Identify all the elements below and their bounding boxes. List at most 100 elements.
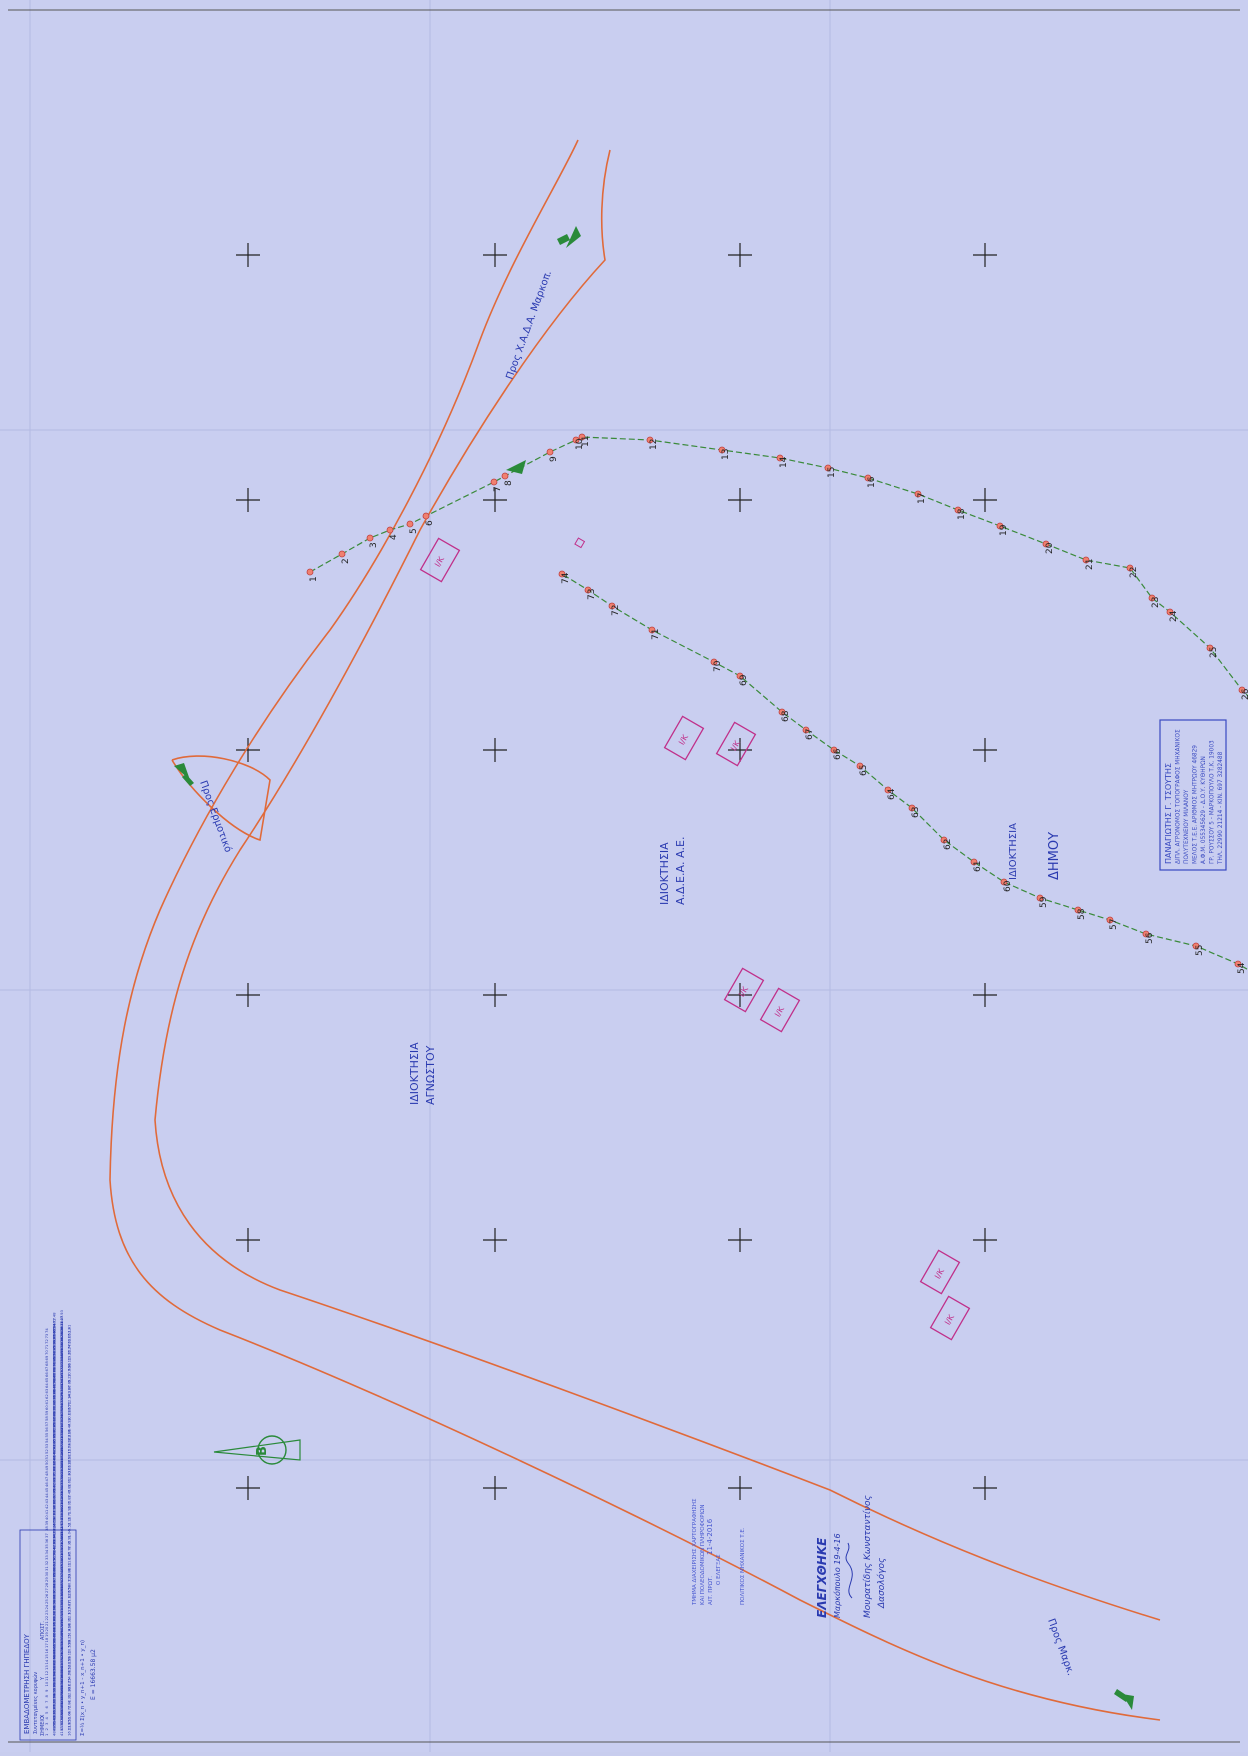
table-cell: 4193435.15 <box>59 1469 64 1493</box>
small-marker <box>574 537 586 549</box>
boundary-point-label: 58 <box>1077 908 1087 920</box>
pylon-label: Ι/Κ <box>933 1266 946 1280</box>
department-line-5: Ο ΕΛΕΓΞΑΣ <box>716 1554 722 1585</box>
table-cell: 21.77 <box>67 1344 72 1355</box>
pylon-label: Ι/Κ <box>677 732 690 746</box>
table-cell: 3.49 <box>67 1489 72 1498</box>
table-cell: 486876.44 <box>52 1649 57 1670</box>
table-cell: 486894.53 <box>52 1665 57 1686</box>
arrow-to-ermotiko-icon <box>174 763 194 786</box>
table-cell: 486877.18 <box>52 1356 57 1377</box>
table-cell: 10.96 <box>67 1366 72 1377</box>
ownership-adea-line1: ΙΔΙΟΚΤΗΣΙΑ <box>658 842 671 905</box>
table-column-header: Y <box>40 1676 46 1681</box>
table-cell: 486775.26 <box>52 1566 57 1587</box>
grid-crosses <box>236 243 997 1500</box>
table-cell: 8.22 <box>67 1373 72 1382</box>
table-cell: 4193514.17 <box>59 1408 64 1432</box>
boundary-point <box>558 570 566 578</box>
table-cell: 4193629.38 <box>59 1646 64 1670</box>
table-cell: 486763.31 <box>52 1555 57 1576</box>
boundary-point <box>914 490 922 498</box>
boundary-point-label: 12 <box>649 439 659 450</box>
boundary-point <box>584 586 592 594</box>
checked-stamp: ΕΛΕΓΧΘΗΚΕ Μαρκόπουλο 19-4-16 Μουρατίδης … <box>815 1495 887 1618</box>
boundary-point-label: 59 <box>1039 896 1049 908</box>
table-cell: 59 <box>44 1410 49 1415</box>
table-cell: 486849.24 <box>52 1627 57 1648</box>
table-cell: 4193507.79 <box>59 1414 64 1438</box>
table-cell: 7.39 <box>67 1362 72 1371</box>
table-cell: 486933.67 <box>52 1704 57 1725</box>
table-cell: 486856.27 <box>52 1632 57 1653</box>
table-cell: 69 <box>44 1355 49 1360</box>
table-cell: 27 <box>44 1588 49 1593</box>
table-cell: 46 <box>44 1482 49 1487</box>
pylon-label: Ι/Κ <box>773 1004 786 1018</box>
table-cell: 486895.84 <box>52 1339 57 1360</box>
table-cell: 4193561.57 <box>59 1370 64 1394</box>
table-cell: 55 <box>44 1432 49 1437</box>
boundary-point <box>954 506 962 514</box>
table-cell: 10.67 <box>67 1681 72 1692</box>
table-cell: 8.54 <box>67 1584 72 1593</box>
table-cell: 486838.31 <box>52 1383 57 1404</box>
table-cell: 4193468.84 <box>59 1441 64 1465</box>
coordinates-table-title: ΕΜΒΑΔΟΜΕΤΡΗΣΗ ΓΗΠΕΔΟΥ <box>23 1633 31 1734</box>
table-cell: 10.52 <box>67 1664 72 1675</box>
table-cell: 4193468.58 <box>59 1525 64 1549</box>
boundary-point-label: 19 <box>999 524 1009 536</box>
arrow-to-khada-icon <box>557 226 581 248</box>
boundary-point-label: 15 <box>827 467 837 478</box>
table-cell: 19.85 <box>67 1349 72 1360</box>
table-cell: 6.72 <box>67 1705 72 1714</box>
boundary-point-label: 71 <box>651 629 661 640</box>
boundary-point <box>406 520 414 528</box>
table-cell: 9.11 <box>67 1716 72 1725</box>
table-cell: 52 <box>44 1449 49 1454</box>
table-cell: 486789.17 <box>52 1577 57 1598</box>
table-cell: 486822.85 <box>52 1394 57 1415</box>
boundary-point <box>940 836 948 844</box>
direction-arrows <box>174 226 1134 1710</box>
surveyor-stamp-line: ΜΕΛΟΣ Τ.Ε.Ε. ΑΡΙΘΜΟΣ ΜΗΤΡΩΟΥ 46829 <box>1193 745 1199 864</box>
table-cell: 1.87 <box>67 1494 72 1503</box>
boundary-point-label: 5 <box>409 528 419 534</box>
table-cell: 63 <box>44 1388 49 1393</box>
table-cell: 4193649.93 <box>59 1309 64 1333</box>
department-line-6: ΠΟΛΙΤΙΚΟΣ ΜΗΧΑΝΙΚΟΣ Τ.Ε. <box>740 1527 746 1605</box>
table-cell: 486766.98 <box>52 1433 57 1454</box>
table-cell: 4193619.58 <box>59 1641 64 1665</box>
boundary-point-label: 72 <box>611 605 621 616</box>
table-cell: 486901.58 <box>52 1671 57 1692</box>
table-cell: 12.11 <box>67 1609 72 1620</box>
boundary-point <box>1234 960 1242 968</box>
table-cell: 486910.21 <box>52 1676 57 1697</box>
table-cell: 4193450.34 <box>59 1507 64 1531</box>
boundary-point-label: 6 <box>425 520 435 526</box>
table-cell: 19 <box>44 1632 49 1637</box>
table-cell: 28 <box>44 1582 49 1587</box>
boundary-point-label: 65 <box>859 765 869 776</box>
table-cell: 486740.74 <box>52 1449 57 1470</box>
table-cell: 10.22 <box>67 1576 72 1587</box>
table-cell: 71 <box>44 1344 49 1349</box>
table-cell: 6.12 <box>67 1357 72 1366</box>
table-cell: 4193577.48 <box>59 1353 64 1377</box>
boundary-point <box>501 472 509 480</box>
table-cell: 18 <box>44 1637 49 1642</box>
table-cell: 8.09 <box>67 1655 72 1664</box>
table-cell: 486943.21 <box>52 1709 57 1730</box>
table-cell: 486709.75 <box>52 1488 57 1509</box>
pylon-box <box>723 967 765 1013</box>
boundary-point <box>1148 594 1156 602</box>
table-cell: 4193483.79 <box>59 1430 64 1454</box>
table-cell: 4193691.81 <box>59 1701 64 1725</box>
table-cell: 6 <box>44 1706 49 1709</box>
table-cell: 486823.56 <box>52 1605 57 1626</box>
coordinates-table-subtitle: Συντεταγμένες κορυφών <box>32 1672 39 1734</box>
table-cell: 10.66 <box>67 1465 72 1476</box>
table-cell: 9.86 <box>67 1428 72 1437</box>
boundary-point <box>422 512 430 520</box>
table-cell: 4193538.77 <box>59 1386 64 1410</box>
